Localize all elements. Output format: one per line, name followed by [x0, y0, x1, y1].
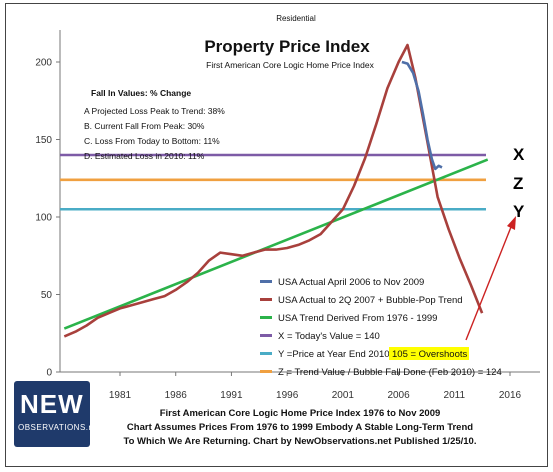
legend-swatch — [260, 370, 272, 373]
annotation-line: C. Loss From Today to Bottom: 11% — [84, 136, 220, 146]
reference-lines — [60, 153, 486, 211]
x-tick-label: 2006 — [387, 390, 410, 401]
legend-label: USA Actual April 2006 to Nov 2009 — [278, 277, 424, 288]
annotation-box: Fall In Values: % Change A Projected Los… — [84, 88, 225, 161]
caption: First American Core Logic Home Price Ind… — [124, 408, 477, 447]
arrow-head — [507, 216, 516, 230]
caption-line: First American Core Logic Home Price Ind… — [160, 408, 441, 419]
annotation-line: A Projected Loss Peak to Trend: 38% — [84, 106, 225, 116]
legend-highlight-bg — [389, 347, 469, 360]
legend-label: X = Today's Value = 140 — [278, 331, 380, 342]
annotation-heading: Fall In Values: % Change — [91, 88, 191, 98]
legend-label: Y =Price at Year End 2010 = — [278, 349, 398, 360]
arrow — [465, 216, 516, 341]
x-tick-label: 1996 — [276, 390, 299, 401]
legend-swatch — [260, 352, 272, 355]
logo-word: NEW — [20, 389, 84, 419]
caption-line: Chart Assumes Prices From 1976 to 1999 E… — [127, 422, 473, 433]
annotation-line: B. Current Fall From Peak: 30% — [84, 121, 205, 131]
chart-subtitle: First American Core Logic Home Price Ind… — [206, 60, 374, 70]
legend-swatch — [260, 316, 272, 319]
legend: USA Actual April 2006 to Nov 2009 USA Ac… — [260, 277, 502, 378]
side-letters: X Z Y — [513, 145, 525, 221]
series-line — [63, 158, 489, 330]
logo-sub: OBSERVATIONS.net — [18, 423, 102, 432]
x-tick-label: 1991 — [220, 390, 243, 401]
y-tick-label: 50 — [41, 290, 53, 301]
letter-z: Z — [513, 174, 523, 193]
chart-supertitle: Residential — [276, 14, 316, 23]
x-tick-label: 1981 — [109, 390, 132, 401]
legend-label: USA Actual to 2Q 2007 + Bubble-Pop Trend — [278, 295, 463, 306]
series-line — [63, 43, 484, 338]
y-tick-label: 100 — [35, 213, 52, 224]
newobservations-logo: NEW OBSERVATIONS.net — [14, 381, 101, 447]
letter-x: X — [513, 145, 525, 164]
x-tick-label: 1986 — [165, 390, 188, 401]
axes: 0 50 100 150 200 1981 1986 1991 1996 2001 2006 2011… — [35, 30, 540, 401]
legend-swatch — [260, 334, 272, 337]
arrow-line — [465, 221, 514, 341]
series-lines — [63, 43, 489, 338]
legend-label: Z = Trend Value / Bubble Fall Done (Feb … — [278, 367, 502, 378]
legend-label: USA Trend Derived From 1976 - 1999 — [278, 313, 437, 324]
annotation-line: D. Estimated Loss in 2010: 11% — [84, 151, 205, 161]
chart-title: Property Price Index — [204, 37, 370, 56]
x-tick-label: 2001 — [332, 390, 355, 401]
legend-swatch — [260, 298, 272, 301]
x-tick-label: 2016 — [499, 390, 522, 401]
legend-highlight: 105 = Overshoots — [392, 349, 468, 360]
y-tick-label: 0 — [46, 368, 52, 379]
letter-y: Y — [513, 202, 525, 221]
y-tick-label: 200 — [35, 58, 52, 69]
legend-swatch — [260, 280, 272, 283]
x-tick-label: 2011 — [444, 390, 466, 401]
chart-frame — [5, 3, 548, 467]
y-tick-label: 150 — [35, 135, 52, 146]
series-line — [401, 60, 443, 171]
caption-line: To Which We Are Returning. Chart by NewO… — [124, 436, 477, 447]
